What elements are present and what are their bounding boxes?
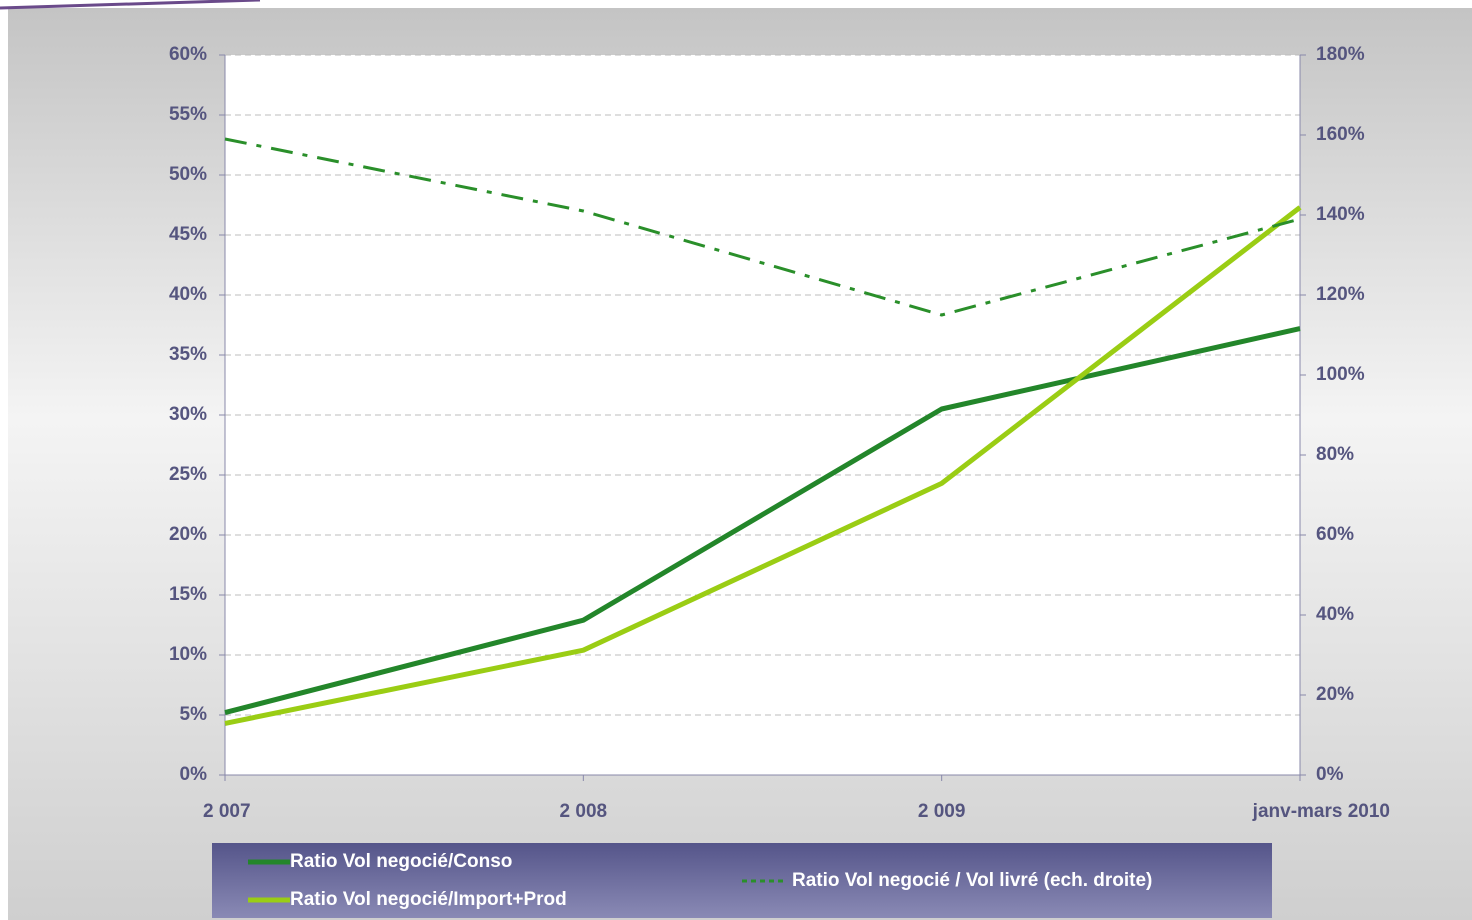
x-tick-label: 2 007 [203,801,251,822]
series-line [224,205,1302,726]
x-tick-label: janv-mars 2010 [1252,801,1390,822]
y2-tick-label: 20% [1316,684,1354,705]
y2-tick-label: 160% [1316,124,1365,145]
y2-tick-label: 60% [1316,524,1354,545]
y-tick-label: 5% [180,704,208,725]
legend-label: Ratio Vol negocié/Import+Prod [290,889,567,910]
y2-tick-label: 0% [1316,764,1344,785]
y-tick-label: 55% [169,104,207,125]
y-tick-label: 15% [169,584,207,605]
y2-tick-label: 100% [1316,364,1365,385]
y-tick-label: 10% [169,644,207,665]
y-tick-label: 30% [169,404,207,425]
decoration [0,0,261,10]
y-tick-label: 50% [169,164,207,185]
y-tick-label: 60% [169,44,207,65]
y2-tick-label: 80% [1316,444,1354,465]
y-tick-label: 40% [169,284,207,305]
y2-tick-label: 40% [1316,604,1354,625]
y-tick-label: 25% [169,464,207,485]
y2-tick-label: 180% [1316,44,1365,65]
y-tick-label: 45% [169,224,207,245]
y-tick-label: 35% [169,344,207,365]
legend-label: Ratio Vol negocié / Vol livré (ech. droi… [792,870,1152,891]
series-line [224,137,1301,317]
x-tick-label: 2 008 [560,801,608,822]
y2-tick-label: 120% [1316,284,1365,305]
series-line [224,326,1301,716]
y-tick-label: 20% [169,524,207,545]
legend-label: Ratio Vol negocié/Conso [290,851,512,872]
y2-tick-label: 140% [1316,204,1365,225]
x-tick-label: 2 009 [918,801,966,822]
y-tick-label: 0% [180,764,208,785]
